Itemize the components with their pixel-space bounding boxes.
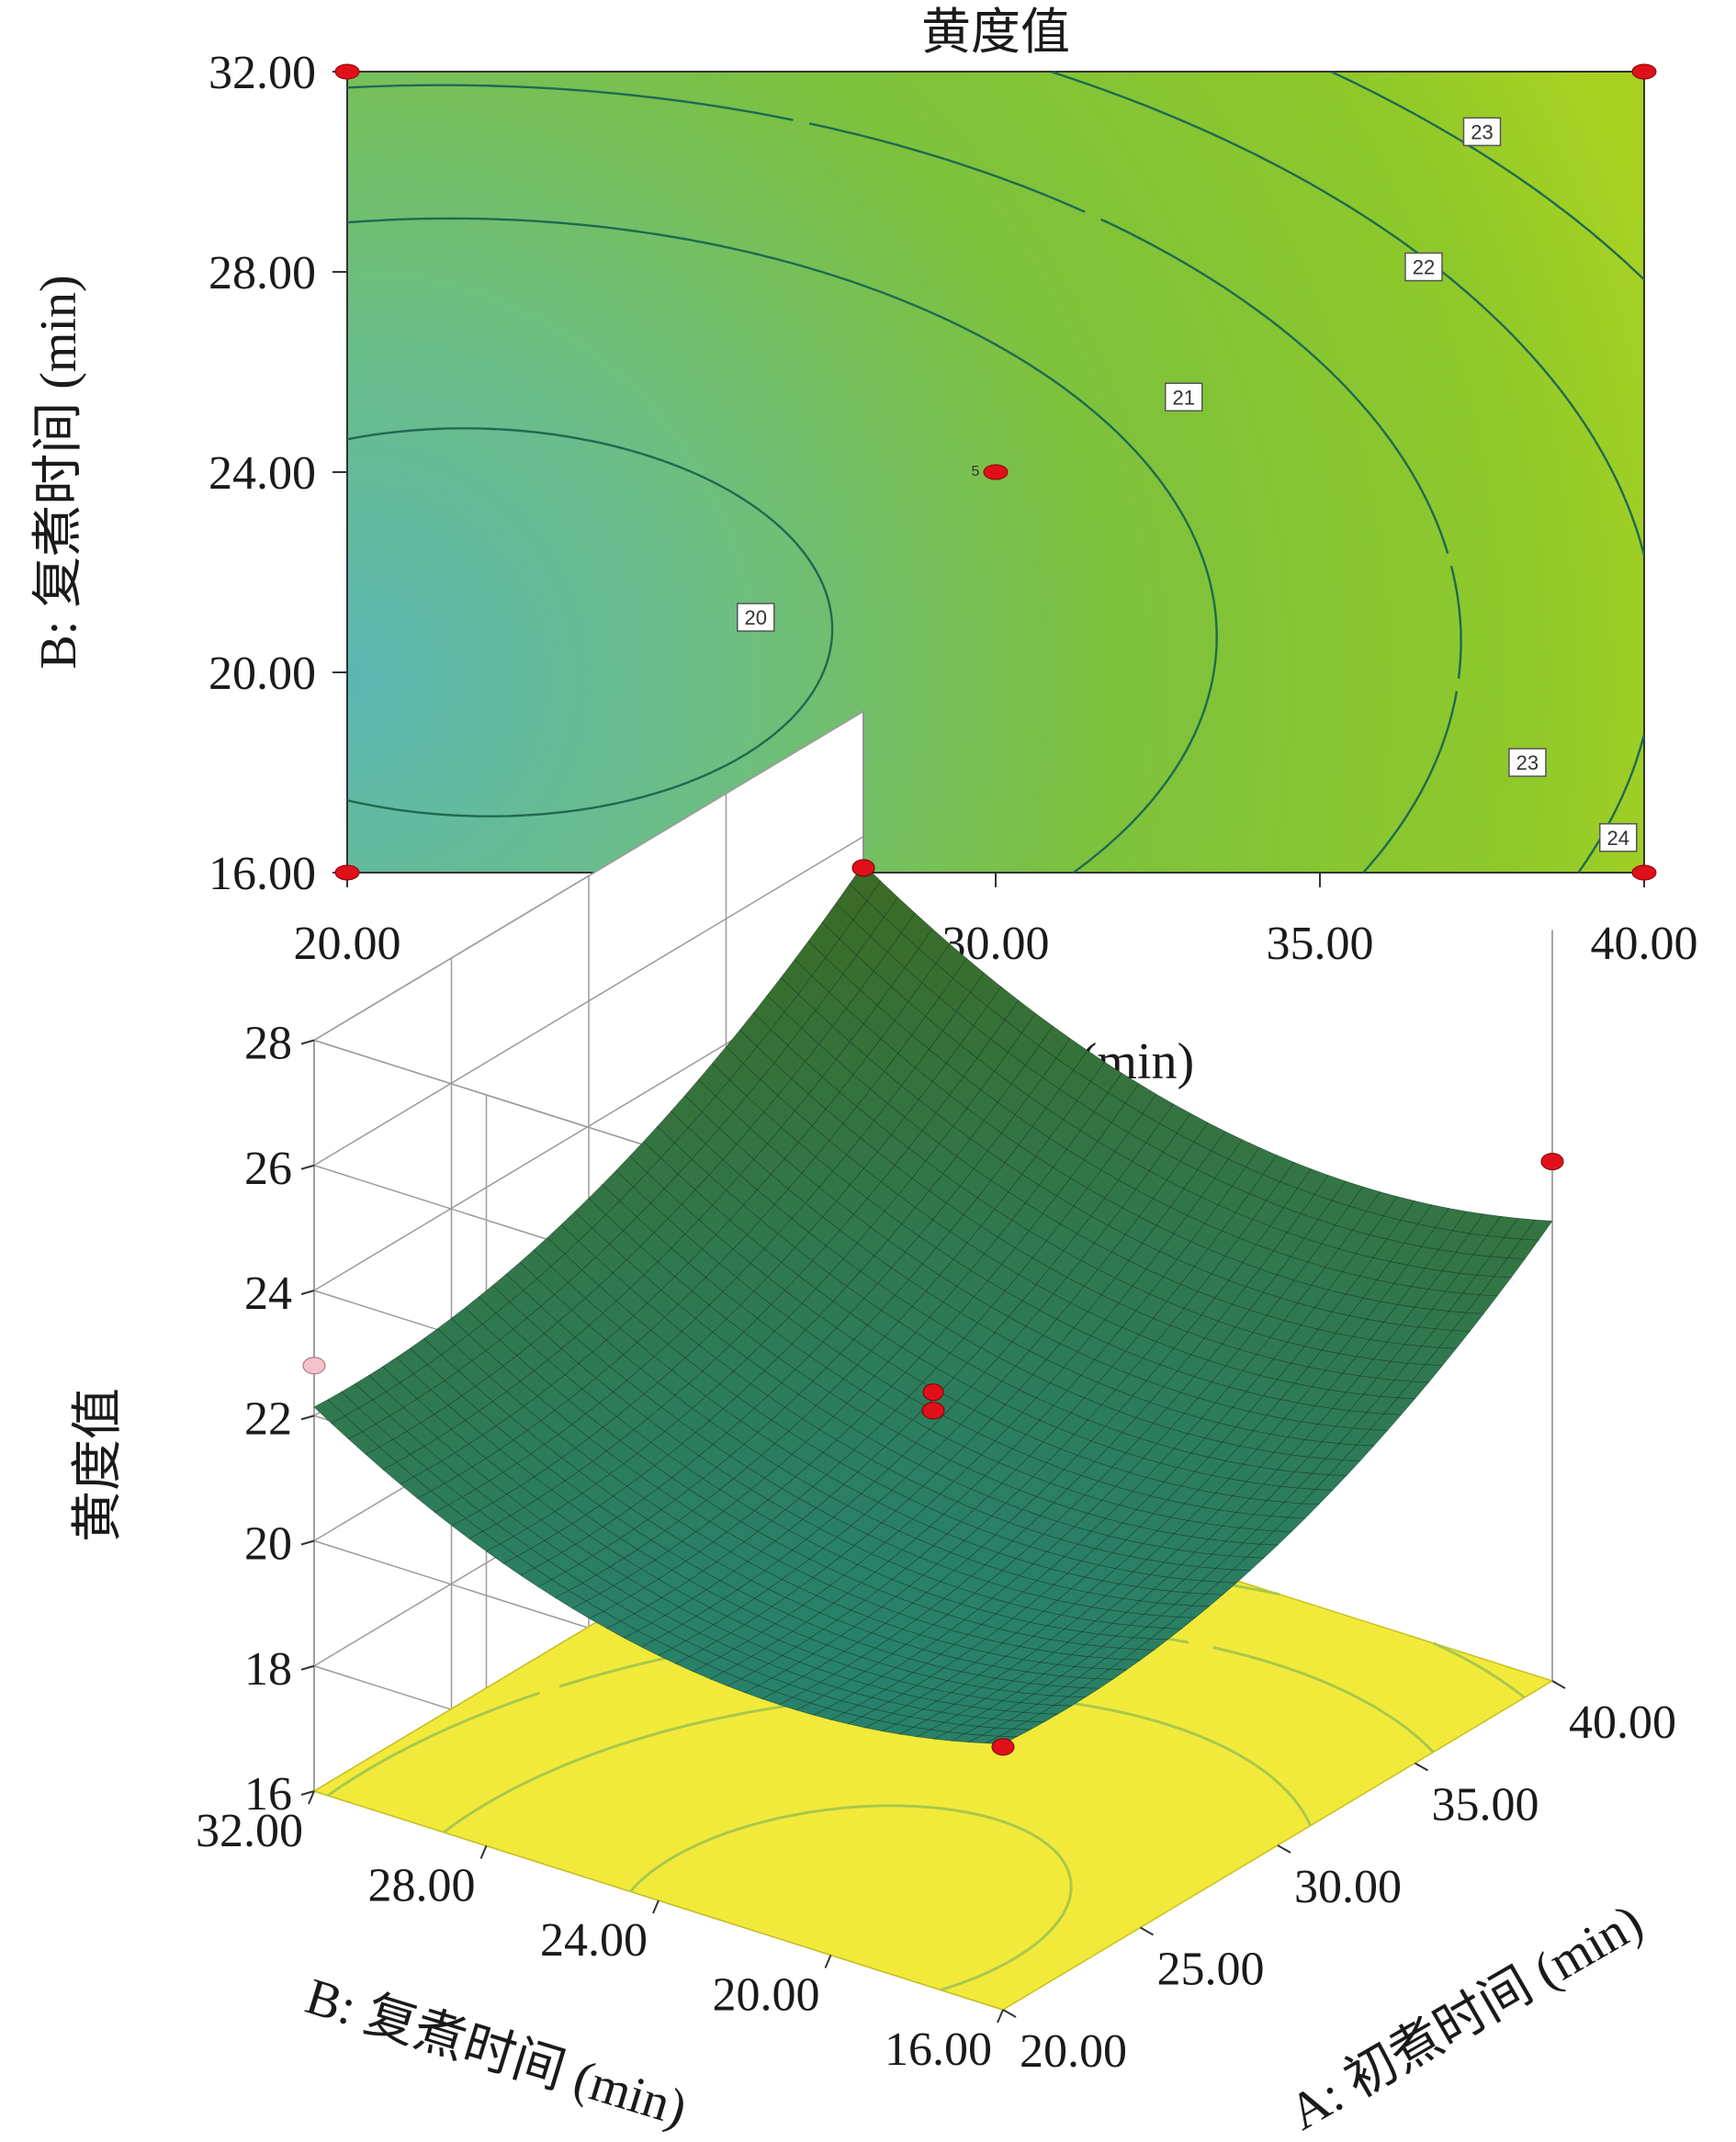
contour-label: 21: [1172, 386, 1194, 409]
contour-label-box: [1508, 748, 1547, 777]
design-point: [334, 63, 360, 80]
y-tick-label: 16.00: [209, 848, 316, 900]
surface-z-ticks: 16 18 20 22 24 26 28: [244, 1018, 315, 1821]
b-tick-mark: [652, 1900, 659, 1914]
design-point: [1631, 63, 1657, 80]
surface-design-point: [1540, 1153, 1564, 1171]
contour-labels: 20 21 22 23 23 24: [737, 117, 1638, 852]
b-tick-label: 28.00: [368, 1860, 476, 1912]
a-tick-label: 40.00: [1569, 1697, 1676, 1749]
surface-chart: 16 18 20 22 24 26 28 16.00 20.00 24.00 28.00 32.00…: [70, 710, 1676, 2141]
b-tick-label: 32.00: [196, 1805, 303, 1857]
a-tick-mark: [1551, 1680, 1566, 1689]
a-tick-mark: [1140, 1926, 1154, 1936]
design-point-count: 5: [972, 464, 980, 479]
contour-label: 20: [745, 606, 767, 629]
a-tick-mark: [1002, 2009, 1017, 2018]
contour-label: 23: [1516, 751, 1539, 774]
contour-label: 22: [1413, 256, 1435, 279]
z-tick-label: 20: [244, 1518, 292, 1571]
contour-label: 23: [1471, 120, 1493, 143]
surface-b-ticks: 16.00 20.00 24.00 28.00 32.00: [196, 1790, 1004, 2076]
surface-design-point: [991, 1738, 1015, 1756]
z-tick-mark: [300, 1415, 315, 1421]
contour-line-21: [347, 217, 1218, 873]
surface-z-axis-label: 黄度值: [70, 1388, 127, 1542]
z-tick-label: 28: [244, 1018, 292, 1070]
contour-label-box: [737, 603, 775, 632]
surface-b-axis-label: B: 复煮时间 (min): [299, 1967, 693, 2137]
surface-design-point: [302, 1357, 326, 1375]
surface-a-axis-label: A: 初煮时间 (min): [1279, 1893, 1651, 2141]
a-tick-label: 20.00: [1020, 2025, 1127, 2078]
contour-label: 24: [1607, 827, 1629, 850]
y-tick-label: 28.00: [209, 247, 316, 299]
surface-mesh: [313, 863, 1553, 1744]
contour-label-box: [1462, 117, 1502, 147]
b-tick-label: 24.00: [540, 1914, 648, 1967]
contour-line-22: [347, 84, 1462, 873]
surface-design-point: [922, 1383, 944, 1402]
z-tick-mark: [300, 1290, 315, 1295]
contour-line-24: [1330, 72, 1644, 281]
b-tick-mark: [308, 1790, 315, 1805]
surface-design-points: [302, 859, 1564, 1756]
b-tick-mark: [479, 1845, 488, 1859]
b-tick-label: 20.00: [713, 1969, 820, 2022]
y-tick-label: 24.00: [209, 447, 316, 500]
surface-design-point: [851, 859, 875, 877]
contour-design-points: 5: [334, 63, 1657, 881]
x-tick-label: 20.00: [294, 918, 401, 970]
z-tick-label: 26: [244, 1143, 292, 1195]
z-tick-mark: [300, 1164, 315, 1170]
contour-line-20: [347, 427, 834, 817]
contour-y-ticks: 16.00 20.00 24.00 28.00 32.00: [209, 47, 347, 900]
x-tick-label: 35.00: [1267, 918, 1374, 970]
b-tick-mark: [997, 2009, 1004, 2024]
design-point: [983, 464, 1009, 480]
b-tick-mark: [824, 1955, 832, 1968]
z-tick-label: 16: [244, 1768, 292, 1821]
a-tick-label: 30.00: [1294, 1861, 1402, 1913]
z-tick-mark: [300, 1039, 315, 1045]
design-point: [1631, 864, 1657, 881]
b-tick-label: 16.00: [885, 2024, 992, 2076]
contour-label-box: [1404, 252, 1443, 282]
z-tick-label: 22: [244, 1392, 292, 1445]
a-tick-label: 25.00: [1157, 1944, 1265, 1996]
z-tick-mark: [300, 1539, 315, 1546]
y-tick-label: 20.00: [209, 648, 316, 700]
x-tick-label: 40.00: [1591, 918, 1698, 970]
z-tick-mark: [300, 1664, 315, 1671]
z-tick-label: 18: [244, 1643, 292, 1696]
surface-design-point: [921, 1402, 945, 1420]
surface-a-ticks: 20.00 25.00 30.00 35.00 40.00: [1002, 1680, 1676, 2078]
contour-label-box: [1164, 382, 1203, 411]
surface-cell: [1520, 1219, 1553, 1241]
z-tick-mark: [300, 1790, 315, 1796]
design-point: [334, 864, 360, 881]
a-tick-mark: [1277, 1844, 1291, 1854]
y-tick-label: 32.00: [209, 47, 316, 99]
contour-title: 黄度值: [921, 5, 1070, 60]
z-tick-label: 24: [244, 1268, 292, 1320]
a-tick-label: 35.00: [1432, 1779, 1539, 1832]
contour-y-axis-label: B: 复煮时间 (min): [30, 275, 87, 669]
contour-lines: [347, 72, 1644, 873]
a-tick-mark: [1415, 1762, 1428, 1772]
contour-label-box: [1599, 823, 1638, 852]
floor-contour-20: [629, 1804, 1073, 1991]
